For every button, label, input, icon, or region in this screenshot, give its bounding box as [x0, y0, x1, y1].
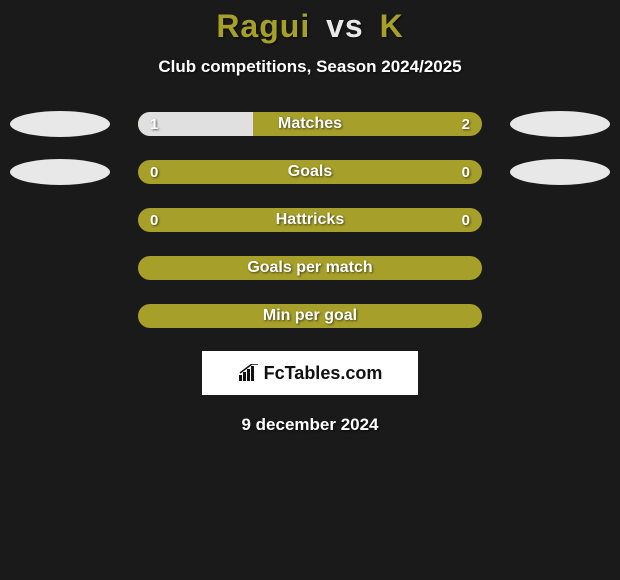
avatar-left: [10, 111, 110, 137]
avatar-right: [510, 303, 610, 329]
stats-rows: 12Matches00Goals00HattricksGoals per mat…: [0, 111, 620, 329]
player2-name: K: [380, 8, 404, 44]
page-title: Ragui vs K: [0, 8, 620, 45]
stat-row: 0 0Hattricks: [0, 207, 620, 233]
stat-value-right: 2: [462, 112, 470, 136]
stat-row: 0 0Goals: [0, 159, 620, 185]
stat-label: Min per goal: [138, 304, 482, 328]
player1-name: Ragui: [216, 8, 310, 44]
logo: FcTables.com: [238, 363, 383, 384]
stat-row: Goals per match: [0, 255, 620, 281]
subtitle: Club competitions, Season 2024/2025: [0, 57, 620, 77]
stat-bar: 12Matches: [138, 112, 482, 136]
stat-bar: Goals per match: [138, 256, 482, 280]
stat-label: Goals per match: [138, 256, 482, 280]
stat-row: 12Matches: [0, 111, 620, 137]
stat-bar: 0 0Hattricks: [138, 208, 482, 232]
stat-value-left: 0: [150, 208, 158, 232]
stat-bar: 0 0Goals: [138, 160, 482, 184]
stat-label: Hattricks: [138, 208, 482, 232]
chart-icon: [238, 364, 260, 382]
avatar-left: [10, 303, 110, 329]
avatar-right: [510, 207, 610, 233]
vs-text: vs: [326, 8, 364, 44]
stat-bar: Min per goal: [138, 304, 482, 328]
logo-text: FcTables.com: [264, 363, 383, 384]
avatar-left: [10, 159, 110, 185]
avatar-right: [510, 111, 610, 137]
avatar-right: [510, 159, 610, 185]
stat-label: Goals: [138, 160, 482, 184]
stat-row: Min per goal: [0, 303, 620, 329]
avatar-left: [10, 207, 110, 233]
logo-box[interactable]: FcTables.com: [202, 351, 418, 395]
stat-value-right: 0: [462, 208, 470, 232]
stat-value-right: 0: [462, 160, 470, 184]
date-text: 9 december 2024: [0, 415, 620, 435]
avatar-left: [10, 255, 110, 281]
avatar-right: [510, 255, 610, 281]
stat-value-left: 0: [150, 160, 158, 184]
stat-value-left: 1: [150, 112, 158, 136]
stats-card: Ragui vs K Club competitions, Season 202…: [0, 0, 620, 435]
